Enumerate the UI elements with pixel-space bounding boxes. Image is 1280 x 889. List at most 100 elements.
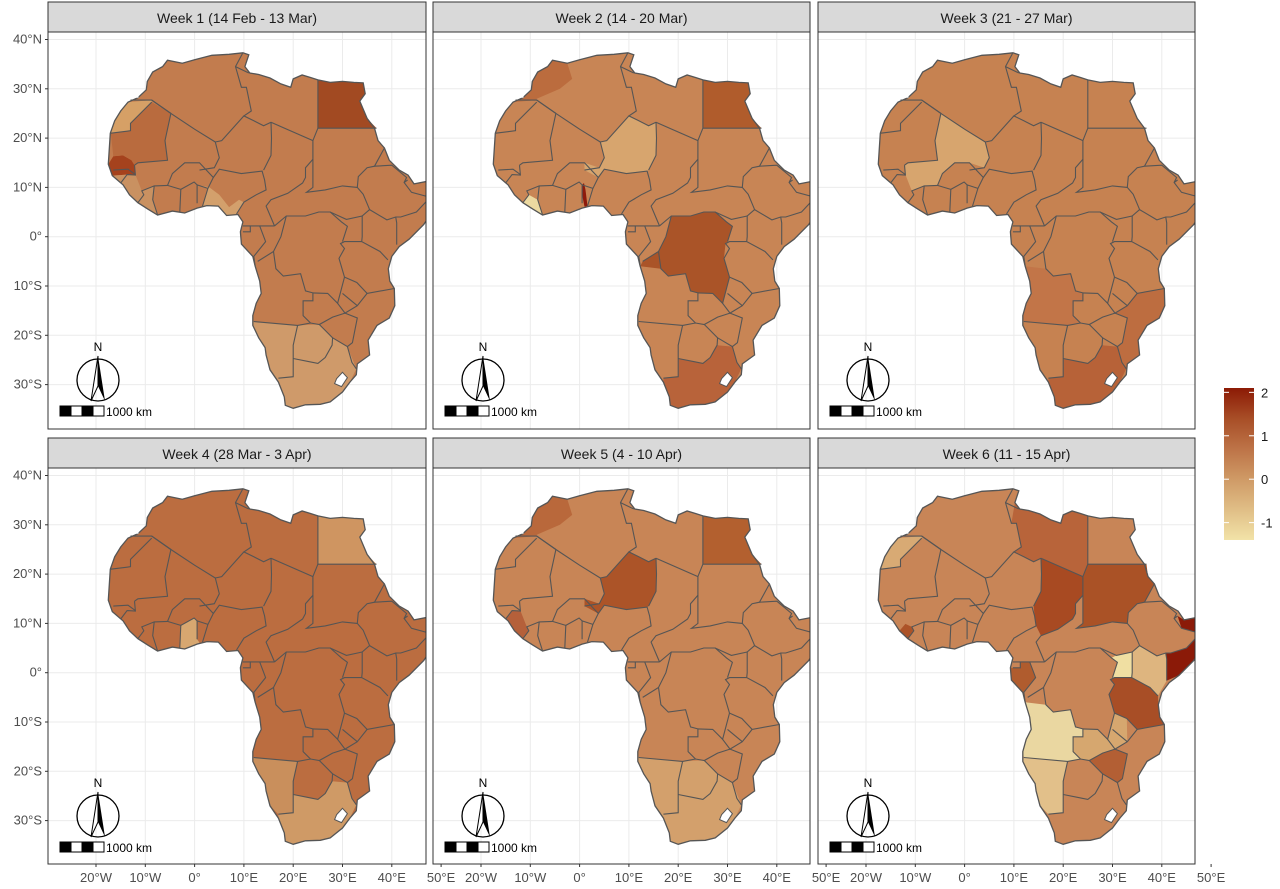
y-tick-label: 30°N (13, 517, 42, 532)
y-tick-label: 30°S (14, 813, 43, 828)
country-border (369, 600, 426, 657)
map-layer (818, 32, 1195, 429)
facet-title: Week 3 (21 - 27 Mar) (940, 10, 1072, 26)
country-border (780, 652, 783, 681)
country-border (212, 168, 267, 215)
country-border (498, 604, 521, 612)
country-egypt (702, 79, 762, 129)
country-border (1108, 677, 1165, 730)
country-border (537, 185, 544, 216)
country-border (272, 251, 314, 324)
enclave (1103, 807, 1119, 824)
scale-bar: 1000 km (829, 405, 922, 419)
scale-segment (59, 841, 72, 853)
north-label: N (479, 340, 488, 354)
africa-landmass (108, 52, 426, 409)
north-arrow-icon: N (846, 340, 890, 402)
scale-segment (455, 841, 468, 853)
country-border (113, 168, 136, 176)
country-border (215, 115, 245, 143)
scale-segment (862, 841, 875, 853)
coast-notch (895, 93, 909, 98)
country-southern-africa (637, 757, 742, 845)
facet-strip (432, 437, 811, 469)
country-border (922, 621, 929, 652)
country-egypt (317, 79, 377, 129)
country-ghana (179, 618, 200, 649)
country-border (723, 241, 780, 294)
map-layer (48, 468, 426, 864)
country-border (723, 677, 780, 730)
scale-bar: 1000 km (444, 841, 537, 855)
country-border (263, 122, 273, 171)
scale-segment (92, 405, 105, 417)
country-border (337, 729, 368, 750)
x-tick-label: 50°E (1197, 870, 1226, 885)
country-border (1035, 121, 1084, 227)
facet-title: Week 2 (14 - 20 Mar) (555, 10, 687, 26)
country-border (1082, 276, 1116, 305)
country-border (257, 651, 287, 698)
country-senegal (108, 155, 136, 176)
country-south-africa (663, 345, 742, 409)
country-border (982, 604, 1037, 651)
coast-notch (895, 529, 909, 534)
country-border (1063, 324, 1104, 364)
scale-segment (477, 841, 490, 853)
country-togo (582, 183, 588, 207)
country-border (1027, 651, 1057, 698)
scale-segment (444, 405, 457, 417)
north-label: N (94, 776, 103, 790)
country-border (717, 748, 743, 784)
panel-border (817, 467, 1196, 865)
country-border (714, 211, 734, 242)
scale-segment (829, 405, 842, 417)
facet-panel: Week 4 (28 Mar - 3 Apr) N 1000 km (47, 437, 427, 865)
country-egypt (702, 515, 762, 565)
x-tick-label: 10°E (1000, 870, 1029, 885)
country-border (880, 101, 923, 134)
africa-outline (492, 488, 810, 845)
country-border (329, 647, 349, 678)
y-tick-label: 10°S (14, 714, 43, 729)
country-border (714, 647, 734, 678)
country-border (1023, 312, 1116, 326)
country-border (342, 292, 358, 307)
legend-label: 1 (1261, 429, 1268, 444)
country-border (253, 312, 346, 326)
y-tick-label: 40°N (13, 468, 42, 483)
country-border (697, 276, 731, 305)
country-border (620, 502, 635, 510)
country-angola (1022, 266, 1083, 326)
country-border (234, 488, 272, 563)
country-border (1102, 748, 1128, 784)
country-border (788, 179, 793, 183)
country-border (403, 615, 408, 619)
scale-segment (829, 841, 842, 853)
country-border (265, 121, 314, 227)
country-border (565, 181, 583, 204)
panel-border (432, 31, 811, 430)
y-tick-label: 10°S (14, 278, 43, 293)
country-zambia (1073, 713, 1128, 761)
country-border (1139, 600, 1195, 657)
x-tick-label: 30°E (713, 870, 742, 885)
country-border (1108, 241, 1165, 294)
country-border (1126, 583, 1155, 624)
country-border (495, 537, 538, 570)
africa-outline (107, 52, 426, 409)
country-uganda (1111, 652, 1133, 678)
country-border (890, 601, 907, 620)
country-border (883, 604, 906, 612)
country-border (505, 601, 522, 620)
scale-segment (59, 405, 72, 417)
country-border (110, 537, 153, 570)
country-border (1131, 209, 1159, 261)
country-border (361, 645, 389, 697)
country-western-sahara (110, 100, 152, 134)
country-border (1126, 147, 1155, 188)
country-southern-africa (252, 321, 357, 409)
country-border (332, 312, 358, 348)
scale-segment (455, 405, 468, 417)
y-tick-label: 30°N (13, 81, 42, 96)
